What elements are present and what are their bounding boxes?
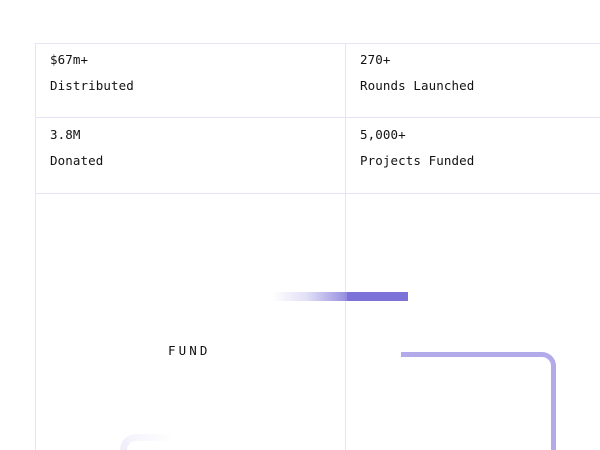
grid-rule-left-vertical: [35, 43, 36, 450]
stat-card-distributed: $67m+ Distributed: [35, 52, 345, 93]
stat-label: Donated: [50, 153, 104, 168]
grid-rule-bottom: [35, 193, 600, 194]
stat-value: 270+: [360, 52, 391, 67]
accent-bar-gradient: [272, 292, 348, 301]
accent-bar-solid: [347, 292, 408, 301]
grid-rule-center-vertical: [345, 43, 346, 450]
stat-card-projects-funded: 5,000+ Projects Funded: [345, 127, 600, 168]
grid-rule-middle: [35, 117, 600, 118]
stat-card-rounds-launched: 270+ Rounds Launched: [345, 52, 600, 93]
stat-value: 3.8M: [50, 127, 81, 142]
stat-value: 5,000+: [360, 127, 406, 142]
stat-label: Distributed: [50, 78, 134, 93]
stat-label: Rounds Launched: [360, 78, 475, 93]
stat-label: Projects Funded: [360, 153, 475, 168]
grid-rule-top: [35, 43, 600, 44]
fund-wordmark: FUND: [168, 343, 211, 358]
stat-card-donated: 3.8M Donated: [35, 127, 345, 168]
decorative-ghost-corner: [120, 434, 176, 450]
decorative-corner-frame: [401, 352, 556, 450]
stat-value: $67m+: [50, 52, 89, 67]
